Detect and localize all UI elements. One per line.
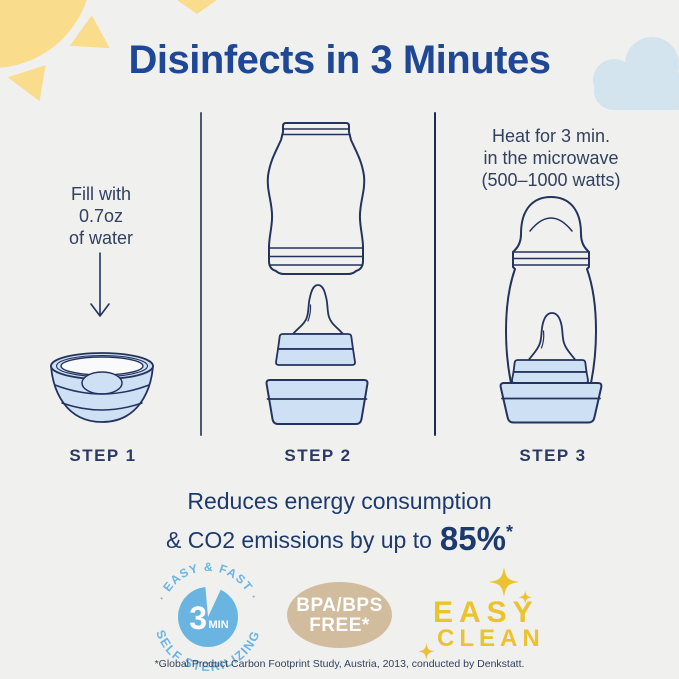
easy-clean-line2: CLEAN [437,625,545,652]
step3-instruction: Heat for 3 min. in the microwave (500–10… [441,125,661,191]
step3-instruction-line: (500–1000 watts) [481,170,621,190]
step1-instruction-line: Fill with [70,184,131,204]
badge-number: 3 [189,600,207,636]
step3-label: STEP 3 [519,446,587,465]
step1-label: STEP 1 [69,446,137,465]
step1-instruction-line: 0.7oz [78,206,124,226]
footnote: *Global Product Carbon Footprint Study, … [154,658,525,670]
timer-wedge [205,585,222,617]
claim-line2-text: & CO2 emissions by up to [166,527,432,553]
bottle-body-illustration [266,122,366,275]
easy-clean-line1: EASY [433,596,539,629]
sparkles-icon [418,567,532,660]
energy-claim: Reduces energy consumption & CO2 emissio… [0,487,679,557]
assembled-bottle-illustration [499,196,603,424]
step1-instruction: Fill with 0.7oz of water [18,183,184,249]
step3-instruction-line: Heat for 3 min. [491,126,611,146]
nipple-illustration [275,284,356,366]
bpa-free-badge: BPA/BPS FREE* [287,582,392,648]
step1-instruction-line: of water [68,228,134,248]
bowl-illustration [50,352,154,423]
page-title: Disinfects in 3 Minutes [128,38,551,82]
claim-line2: & CO2 emissions by up to 85%* [0,515,679,557]
badge-unit: MIN [209,619,229,631]
down-arrow-icon [90,252,110,317]
sun-ray-accent [177,0,217,14]
claim-asterisk: * [505,522,513,542]
bpa-badge-line2: FREE* [309,615,370,636]
sun-icon [0,0,110,102]
base-illustration [265,379,369,425]
column-divider [200,112,202,436]
step3-instruction-line: in the microwave [483,148,619,168]
column-divider [434,112,436,436]
claim-highlight: 85%* [439,520,513,557]
self-sterilizing-badge: 3 MIN · EASY & FAST · SELF STERILIZING [153,560,261,674]
bpa-badge-line1: BPA/BPS [296,595,383,616]
step2-label: STEP 2 [284,446,352,465]
claim-line1: Reduces energy consumption [187,488,492,514]
cloud-icon [593,37,679,110]
